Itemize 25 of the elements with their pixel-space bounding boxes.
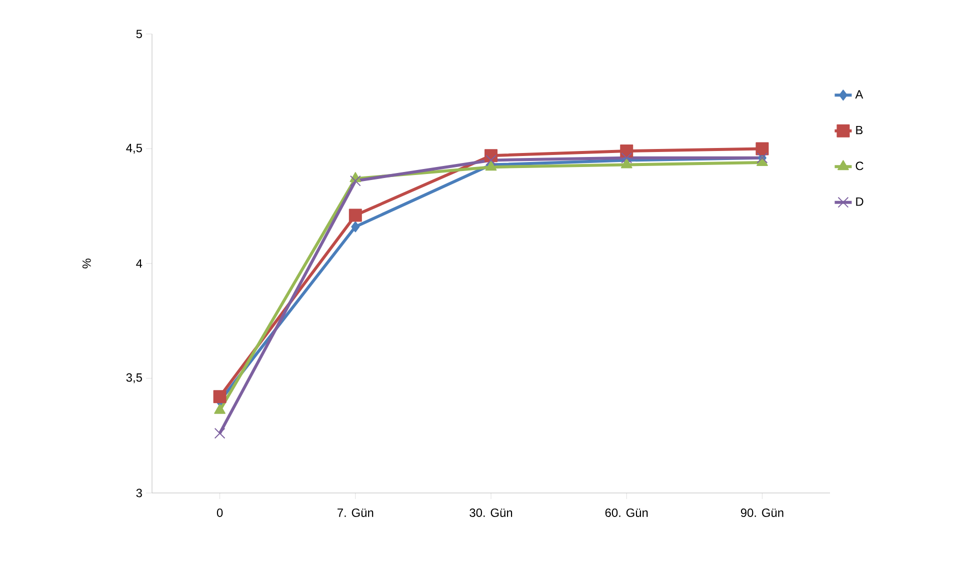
legend-label: C — [856, 162, 864, 170]
y-axis-title: % — [82, 258, 91, 268]
legend-label: D — [856, 197, 864, 206]
point — [620, 144, 634, 158]
x-tick-label: 90. Gün — [740, 508, 784, 517]
x-tick-label: 7. Gün — [338, 508, 374, 517]
point — [621, 152, 632, 164]
point — [214, 428, 226, 439]
y-tick-label: 3 — [136, 488, 142, 498]
point — [620, 158, 632, 168]
y-tick-label: 5 — [136, 30, 142, 38]
x-tick-label: 30. Gün — [470, 508, 512, 517]
point — [348, 208, 362, 222]
legend-label: B — [856, 126, 863, 134]
point — [756, 142, 769, 156]
legend-label: A — [855, 90, 864, 98]
y-tick-label: 4 — [136, 259, 142, 268]
x-tick-label: 0 — [216, 508, 223, 517]
y-tick-label: 4,5 — [126, 144, 142, 154]
y-tick-label: 3,5 — [126, 373, 142, 384]
x-tick-label: 60. Gün — [605, 508, 648, 517]
point — [350, 175, 361, 186]
point — [351, 221, 360, 232]
point — [486, 154, 496, 166]
point — [213, 390, 226, 404]
